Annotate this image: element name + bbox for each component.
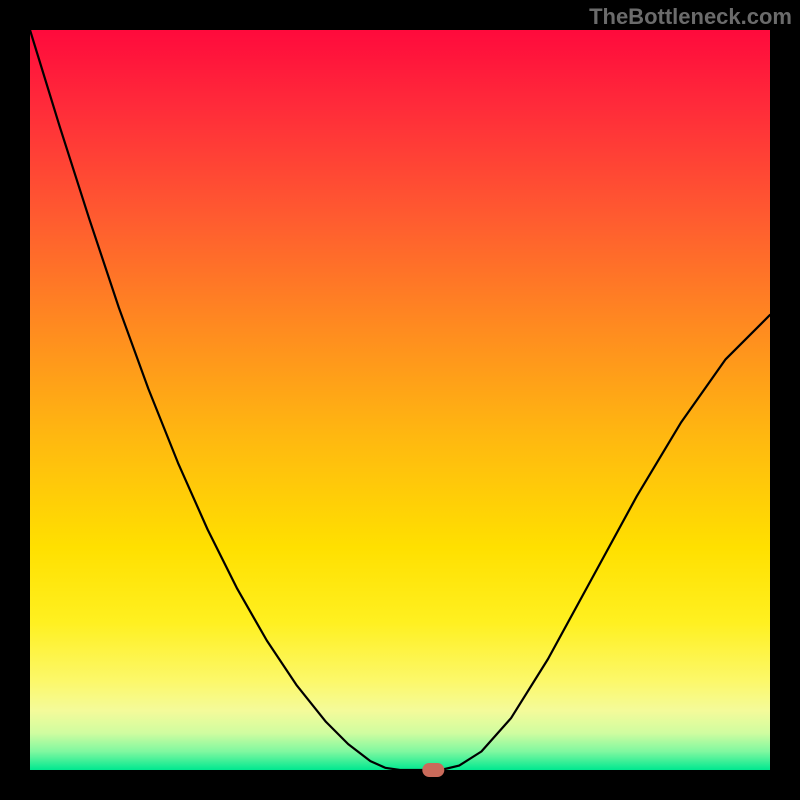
chart-container: TheBottleneck.com: [0, 0, 800, 800]
optimal-point-marker: [422, 763, 444, 777]
heat-gradient-area: [30, 30, 770, 770]
bottleneck-chart: [0, 0, 800, 800]
